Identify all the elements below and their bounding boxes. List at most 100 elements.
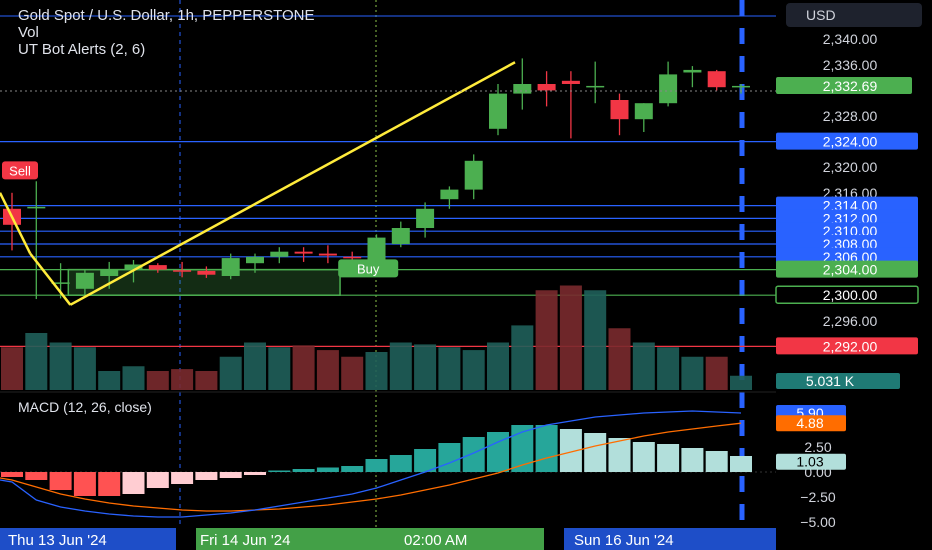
volume-indicator-label: Vol bbox=[18, 24, 39, 41]
price-tick-label: 2,320.00 bbox=[823, 159, 878, 175]
time-axis[interactable]: Thu 13 Jun '24 Fri 14 Jun '24 02:00 AM Sun … bbox=[0, 528, 776, 550]
volume-bar bbox=[25, 333, 48, 390]
volume-bar bbox=[487, 342, 509, 390]
candle-body bbox=[489, 93, 507, 129]
candle-body bbox=[732, 85, 750, 88]
candle-body bbox=[100, 269, 119, 276]
candle-body bbox=[586, 85, 605, 88]
macd-histogram-bar bbox=[219, 472, 242, 478]
candle-body bbox=[464, 160, 483, 190]
candle-body bbox=[75, 272, 94, 289]
macd-histogram-bar bbox=[244, 472, 266, 475]
macd-indicator-label: MACD (12, 26, close) bbox=[18, 399, 152, 415]
candle-body bbox=[634, 103, 653, 120]
volume-bar bbox=[244, 342, 266, 390]
candle-body bbox=[440, 189, 459, 200]
volume-bar bbox=[730, 375, 752, 390]
sell-signal-badge bbox=[2, 161, 38, 180]
volume-bar bbox=[657, 347, 680, 390]
volume-bar bbox=[268, 347, 291, 390]
macd-tick-label: −5.00 bbox=[800, 514, 836, 530]
volume-bar bbox=[73, 347, 96, 390]
macd-histogram-bar bbox=[535, 425, 558, 472]
price-level-tag bbox=[776, 337, 918, 355]
candle-body bbox=[416, 208, 435, 228]
macd-histogram-bar bbox=[730, 456, 752, 472]
price-level-tag bbox=[776, 260, 918, 278]
volume-bar bbox=[219, 356, 242, 390]
macd-histogram-bar bbox=[438, 443, 461, 472]
volume-bar bbox=[98, 371, 121, 390]
time-tick-label: Thu 13 Jun '24 bbox=[8, 532, 107, 549]
macd-histogram-bar bbox=[559, 429, 582, 472]
macd-histogram-bar bbox=[584, 433, 607, 472]
candle-body bbox=[318, 253, 337, 256]
macd-histogram-bar bbox=[98, 472, 121, 496]
currency-button[interactable] bbox=[786, 3, 922, 27]
macd-histogram-bar bbox=[462, 437, 485, 472]
candle-body bbox=[27, 206, 46, 209]
candle-body bbox=[391, 228, 410, 244]
chart-title: Gold Spot / U.S. Dollar, 1h, PEPPERSTONE bbox=[18, 7, 315, 24]
macd-signal-line bbox=[0, 422, 742, 512]
price-level-tag bbox=[776, 222, 918, 240]
trend-line[interactable] bbox=[0, 61, 516, 306]
candle-body bbox=[659, 74, 678, 104]
time-tick-label: Fri 14 Jun '24 bbox=[200, 532, 290, 549]
buy-signal-badge bbox=[338, 259, 399, 278]
price-tick-label: 2,328.00 bbox=[823, 108, 878, 124]
macd-histogram-bar bbox=[49, 472, 72, 490]
volume-bar bbox=[414, 344, 437, 390]
macd-histogram-bar bbox=[1, 472, 23, 477]
candle-body bbox=[51, 282, 70, 284]
volume-bar bbox=[195, 371, 218, 390]
volume-bar bbox=[292, 345, 315, 390]
macd-pane bbox=[0, 410, 776, 518]
volume-bars bbox=[1, 285, 752, 390]
candle-body bbox=[343, 256, 362, 259]
time-tick-label: 02:00 AM bbox=[404, 532, 467, 549]
macd-value-label: 4.88 bbox=[796, 415, 823, 431]
volume-bar bbox=[511, 325, 534, 390]
macd-tick-label: −2.50 bbox=[800, 489, 836, 505]
macd-histogram-bar bbox=[657, 444, 680, 472]
signal-labels: Sell Buy bbox=[2, 161, 399, 278]
macd-histogram-bar bbox=[268, 470, 291, 472]
price-level-tag bbox=[776, 209, 918, 227]
candle-body bbox=[513, 84, 532, 94]
macd-histogram-bar bbox=[705, 451, 728, 472]
volume-bar bbox=[49, 342, 72, 390]
price-level-tag bbox=[775, 285, 919, 304]
price-level-value: 2,324.00 bbox=[823, 134, 878, 150]
candle-body bbox=[124, 264, 143, 270]
price-level-tag bbox=[776, 235, 918, 252]
candle-body bbox=[173, 270, 192, 272]
macd-tick-label: 2.50 bbox=[804, 439, 831, 455]
trend-line-segment[interactable] bbox=[69, 61, 516, 306]
time-axis-highlight bbox=[564, 528, 776, 550]
price-tick-label: 2,336.00 bbox=[823, 57, 878, 73]
candle-body bbox=[246, 256, 264, 264]
candle-body bbox=[294, 251, 313, 254]
macd-histogram-bar bbox=[632, 442, 655, 472]
currency-label: USD bbox=[806, 7, 836, 23]
candle-body bbox=[561, 80, 580, 84]
candle-body bbox=[221, 258, 240, 276]
macd-axis[interactable]: 2.500.00−2.50−5.005.904.881.03 bbox=[776, 405, 846, 530]
price-level-value: 2,304.00 bbox=[823, 262, 878, 278]
candle-body bbox=[148, 265, 167, 270]
time-axis-highlight bbox=[0, 528, 176, 550]
trend-line-left-segment bbox=[29, 252, 72, 306]
macd-value-label: 1.03 bbox=[796, 454, 823, 470]
macd-histogram-bar bbox=[414, 449, 437, 472]
macd-histogram-bar bbox=[122, 472, 145, 494]
macd-histogram-bar bbox=[292, 469, 315, 472]
volume-bar bbox=[146, 371, 169, 390]
price-level-tag bbox=[776, 196, 918, 214]
time-axis-highlight bbox=[196, 528, 544, 550]
price-level-tag bbox=[776, 132, 918, 150]
candle-body bbox=[683, 69, 702, 73]
volume-bar bbox=[316, 350, 339, 390]
price-level-tag bbox=[776, 247, 918, 265]
